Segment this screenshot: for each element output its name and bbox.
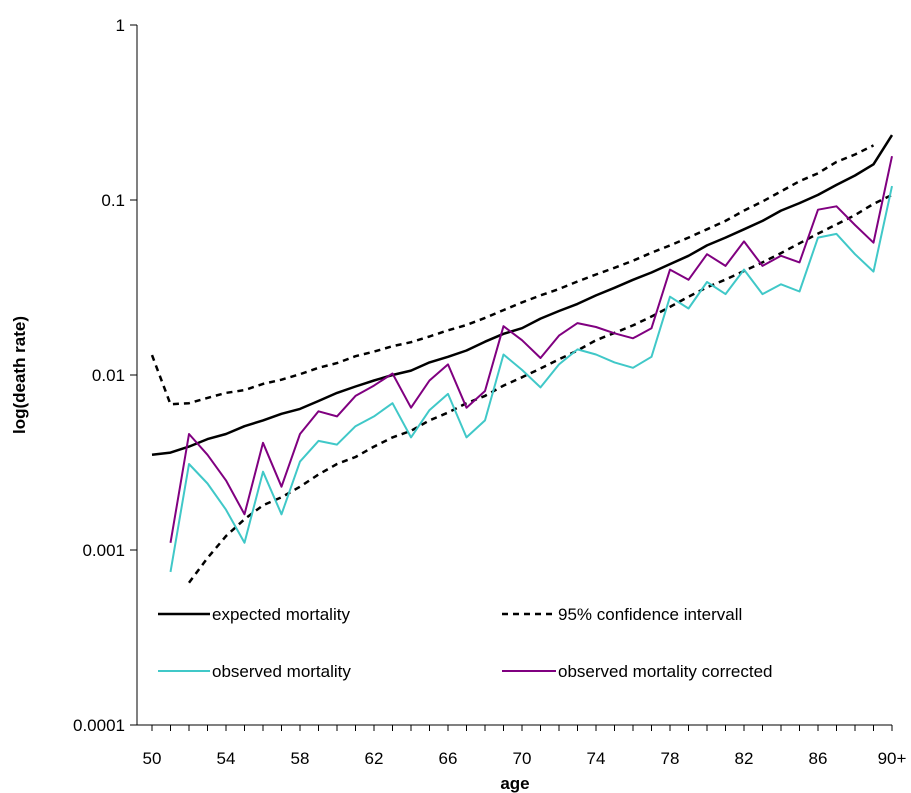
y-axis: 0.0001 0.001 0.01 0.1 1 bbox=[73, 16, 138, 735]
legend: expected mortality 95% confidence interv… bbox=[158, 605, 772, 681]
x-tick-label: 66 bbox=[439, 749, 458, 768]
y-axis-title: log(death rate) bbox=[10, 316, 29, 434]
legend-label-expected-mortality: expected mortality bbox=[212, 605, 350, 624]
x-tick-label: 58 bbox=[291, 749, 310, 768]
legend-item-observed-mortality-corrected: observed mortality corrected bbox=[502, 662, 772, 681]
x-tick-label: 50 bbox=[143, 749, 162, 768]
legend-item-observed-mortality: observed mortality bbox=[158, 662, 351, 681]
legend-label-observed-mortality-corrected: observed mortality corrected bbox=[558, 662, 772, 681]
legend-item-expected-mortality: expected mortality bbox=[158, 605, 350, 624]
y-tick-label: 0.1 bbox=[101, 191, 125, 210]
x-tick-label: 82 bbox=[735, 749, 754, 768]
legend-label-observed-mortality: observed mortality bbox=[212, 662, 351, 681]
x-tick-label: 54 bbox=[217, 749, 236, 768]
legend-label-confidence-interval: 95% confidence intervall bbox=[558, 605, 742, 624]
x-tick-label: 78 bbox=[661, 749, 680, 768]
y-tick-label: 0.01 bbox=[92, 366, 125, 385]
x-tick-label: 70 bbox=[513, 749, 532, 768]
x-ticks: 50 54 58 62 66 70 74 78 82 86 90+ bbox=[143, 725, 907, 768]
y-tick-label: 1 bbox=[116, 16, 125, 35]
confidence-lower-line bbox=[187, 193, 893, 584]
observed-mortality-corrected-line bbox=[169, 155, 893, 543]
confidence-upper-line bbox=[150, 144, 875, 406]
x-tick-label: 74 bbox=[587, 749, 606, 768]
x-tick-label: 90+ bbox=[878, 749, 907, 768]
x-tick-label: 62 bbox=[365, 749, 384, 768]
x-tick-label: 86 bbox=[809, 749, 828, 768]
x-axis: 50 54 58 62 66 70 74 78 82 86 90+ bbox=[137, 724, 907, 768]
y-tick-label: 0.0001 bbox=[73, 716, 125, 735]
x-axis-title: age bbox=[500, 774, 529, 793]
y-ticks: 0.0001 0.001 0.01 0.1 1 bbox=[73, 16, 137, 735]
expected-mortality-line bbox=[151, 134, 894, 457]
series-layer bbox=[150, 134, 894, 584]
legend-item-confidence-interval: 95% confidence intervall bbox=[502, 605, 742, 624]
observed-mortality-line bbox=[169, 185, 893, 573]
y-tick-label: 0.001 bbox=[82, 541, 125, 560]
